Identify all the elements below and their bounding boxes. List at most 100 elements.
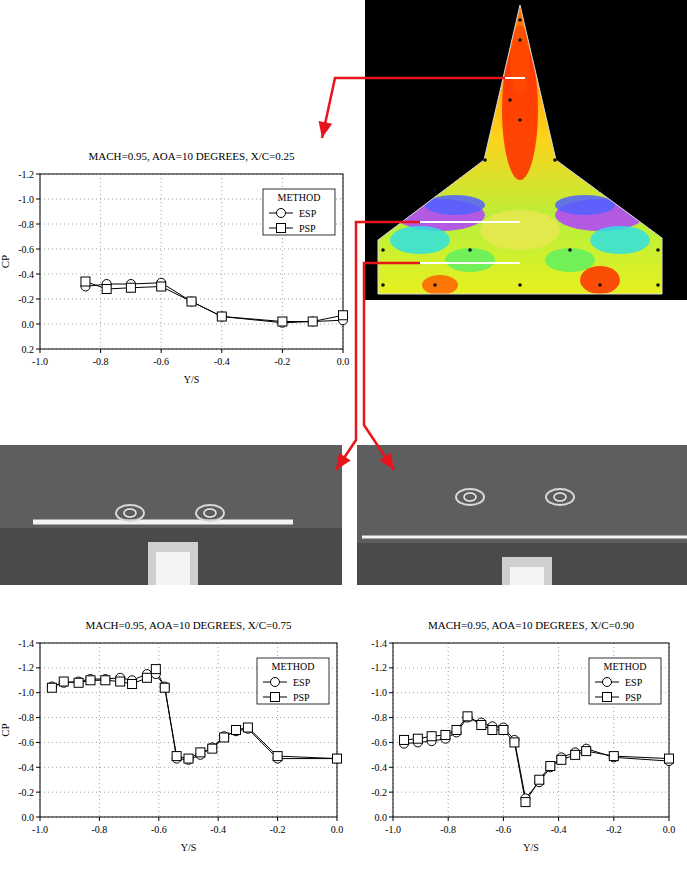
target-dot xyxy=(433,283,437,287)
data-point xyxy=(116,677,125,686)
data-point xyxy=(333,754,342,763)
data-point xyxy=(609,752,618,761)
tick-label: -1.0 xyxy=(371,687,387,698)
legend-marker xyxy=(603,693,612,702)
data-point xyxy=(400,735,409,744)
tick-label: -0.2 xyxy=(606,824,622,835)
tick-label: -0.4 xyxy=(18,762,34,773)
tick-label: -1.2 xyxy=(18,169,34,180)
photo-background xyxy=(357,445,687,585)
legend-box xyxy=(589,658,661,704)
target-dot xyxy=(598,188,602,192)
data-point xyxy=(187,297,196,306)
photo-lower xyxy=(0,528,342,585)
tick-mark xyxy=(36,717,40,718)
data-point xyxy=(413,734,422,743)
tick-mark xyxy=(36,742,40,743)
plot-area xyxy=(40,643,337,817)
legend-label: ESP xyxy=(293,677,311,688)
tick-label: -1.0 xyxy=(385,824,401,835)
vortex-core xyxy=(124,509,136,517)
legend-marker xyxy=(277,224,286,233)
tick-mark xyxy=(36,199,40,200)
data-point xyxy=(477,721,486,730)
chart: -1.0-0.8-0.6-0.4-0.20.00.0-0.2-0.4-0.6-0… xyxy=(0,619,343,853)
target-dot xyxy=(518,118,522,122)
color-patch xyxy=(390,226,450,254)
tick-label: 0.0 xyxy=(331,824,344,835)
legend-label: PSP xyxy=(293,692,310,703)
x-axis-title: Y/S xyxy=(184,374,200,385)
legend-box xyxy=(257,658,329,704)
plot-area xyxy=(40,174,343,349)
vortex xyxy=(546,489,574,505)
tick-label: 0.0 xyxy=(22,812,35,823)
tick-label: 0.0 xyxy=(22,319,35,330)
tick-mark xyxy=(448,817,449,821)
series-line xyxy=(85,282,343,322)
vortex xyxy=(456,489,484,505)
tick-mark xyxy=(40,349,41,353)
grid-line xyxy=(40,792,337,793)
legend-label: ESP xyxy=(625,677,643,688)
tick-label: -0.6 xyxy=(18,244,34,255)
arrow-head xyxy=(336,453,351,470)
arrow-line xyxy=(322,78,505,138)
tick-label: -0.8 xyxy=(440,824,456,835)
data-point xyxy=(441,730,450,739)
tick-label: -0.2 xyxy=(18,787,34,798)
data-point xyxy=(308,317,317,326)
grid-line xyxy=(100,174,101,349)
tick-label: 0.0 xyxy=(337,356,350,367)
data-point xyxy=(151,665,160,674)
legend-title: METHOD xyxy=(604,661,647,672)
tick-mark xyxy=(218,817,219,821)
tick-mark xyxy=(161,349,162,353)
data-point xyxy=(184,754,193,763)
tick-label: -1.0 xyxy=(18,687,34,698)
tick-mark xyxy=(389,792,393,793)
grid-line xyxy=(40,324,343,325)
tick-mark xyxy=(389,817,393,818)
tick-mark xyxy=(36,767,40,768)
tick-label: -0.4 xyxy=(18,269,34,280)
tick-label: -0.2 xyxy=(371,787,387,798)
target-dot xyxy=(381,248,385,252)
tick-mark xyxy=(158,817,159,821)
color-patch xyxy=(590,226,650,254)
grid-line xyxy=(40,767,337,768)
legend-title: METHOD xyxy=(278,192,321,203)
grid-line xyxy=(40,717,337,718)
tick-mark xyxy=(221,349,222,353)
tick-mark xyxy=(100,349,101,353)
data-point xyxy=(220,733,229,742)
data-point xyxy=(278,317,287,326)
photo-background xyxy=(0,445,342,585)
series-line xyxy=(52,669,337,758)
data-group xyxy=(81,277,348,327)
tick-mark xyxy=(36,324,40,325)
psp-background xyxy=(365,0,687,300)
data-point xyxy=(273,752,282,761)
vortex xyxy=(116,505,144,521)
target-dot xyxy=(518,283,522,287)
series-line xyxy=(404,718,669,799)
vapor-screen-photo xyxy=(357,445,687,585)
wing-outline xyxy=(378,5,662,294)
tick-mark xyxy=(36,667,40,668)
legend-label: PSP xyxy=(625,692,642,703)
data-point xyxy=(157,282,166,291)
data-point xyxy=(243,723,252,732)
tick-mark xyxy=(36,299,40,300)
color-patch xyxy=(545,248,595,272)
target-dot xyxy=(553,158,557,162)
data-point xyxy=(582,747,591,756)
tick-mark xyxy=(36,249,40,250)
tick-label: -1.2 xyxy=(18,662,34,673)
color-patch xyxy=(480,210,560,250)
color-patch xyxy=(580,266,620,294)
y-axis-title: CP xyxy=(0,723,11,736)
series-line xyxy=(85,283,343,323)
target-dot xyxy=(483,158,487,162)
tick-mark xyxy=(99,817,100,821)
